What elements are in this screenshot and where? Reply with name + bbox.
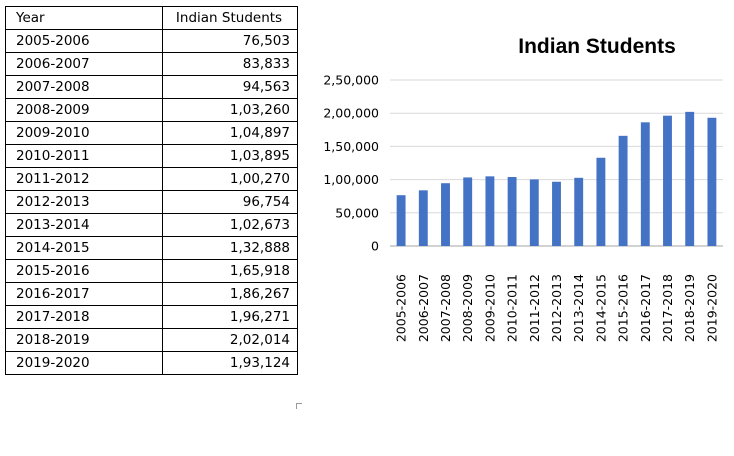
bar <box>707 117 717 247</box>
bar <box>685 111 695 246</box>
x-tick-label: 2019-2020 <box>704 274 719 342</box>
bar <box>418 190 428 246</box>
data-table-body: Year Indian Students 2005-2006 76,503 2006-2… <box>5 6 298 375</box>
y-tick-label: 1,00,000 <box>323 172 379 187</box>
cell-year: 2012-2013 <box>5 190 163 214</box>
x-tick-label: 2008-2009 <box>460 274 475 342</box>
table-row: 2011-2012 1,00,270 <box>5 167 298 191</box>
cell-indian-students: 1,00,270 <box>162 167 298 191</box>
cell-indian-students: 94,563 <box>162 75 298 99</box>
y-tick-label: 1,50,000 <box>323 139 379 154</box>
x-tick-label: 2007-2008 <box>438 274 453 342</box>
cell-year: 2013-2014 <box>5 213 163 237</box>
bar <box>463 177 473 246</box>
x-tick-label: 2010-2011 <box>505 274 520 342</box>
y-tick-labels: 0 50,000 1,00,000 1,50,000 2,00,000 2,50,000 <box>323 73 379 254</box>
cell-indian-students: 2,02,014 <box>162 328 298 352</box>
table-row: 2005-2006 76,503 <box>5 29 298 53</box>
cell-year: 2008-2009 <box>5 98 163 122</box>
table-row: 2015-2016 1,65,918 <box>5 259 298 283</box>
table-selection-corner <box>296 403 302 409</box>
table-header-row: Year Indian Students <box>5 6 298 30</box>
cell-year: 2014-2015 <box>5 236 163 260</box>
y-tick-label: 50,000 <box>335 205 379 220</box>
x-tick-label: 2014-2015 <box>593 274 608 342</box>
table-row: 2006-2007 83,833 <box>5 52 298 76</box>
bar-chart: Indian Students 0 50,000 1,00,000 1,50,000 2… <box>323 35 723 342</box>
cell-indian-students: 76,503 <box>162 29 298 53</box>
data-table: Year Indian Students 2005-2006 76,503 2006-2… <box>5 6 298 375</box>
cell-indian-students: 1,32,888 <box>162 236 298 260</box>
x-tick-label: 2015-2016 <box>616 274 631 342</box>
cell-year: 2019-2020 <box>5 351 163 375</box>
bar <box>618 135 628 246</box>
cell-indian-students: 1,04,897 <box>162 121 298 145</box>
bar <box>640 122 650 246</box>
cell-indian-students: 1,03,895 <box>162 144 298 168</box>
bars <box>396 111 717 247</box>
table-row: 2016-2017 1,86,267 <box>5 282 298 306</box>
bar <box>396 195 406 246</box>
header-indian-students: Indian Students <box>162 6 298 30</box>
table-row: 2018-2019 2,02,014 <box>5 328 298 352</box>
x-tick-label: 2011-2012 <box>527 274 542 342</box>
table-row: 2007-2008 94,563 <box>5 75 298 99</box>
cell-year: 2017-2018 <box>5 305 163 329</box>
cell-indian-students: 1,02,673 <box>162 213 298 237</box>
cell-year: 2009-2010 <box>5 121 163 145</box>
bar <box>441 183 450 246</box>
y-tick-label: 2,50,000 <box>323 73 379 88</box>
bar <box>485 176 495 246</box>
x-tick-label: 2017-2018 <box>660 274 675 342</box>
table-row: 2012-2013 96,754 <box>5 190 298 214</box>
x-tick-label: 2012-2013 <box>549 274 564 342</box>
chart-title: Indian Students <box>518 35 676 58</box>
x-tick-label: 2005-2006 <box>394 274 409 342</box>
cell-year: 2007-2008 <box>5 75 163 99</box>
x-tick-label: 2009-2010 <box>482 274 497 342</box>
bar <box>596 157 606 246</box>
cell-year: 2018-2019 <box>5 328 163 352</box>
table-row: 2019-2020 1,93,124 <box>5 351 298 375</box>
cell-indian-students: 1,86,267 <box>162 282 298 306</box>
x-tick-label: 2006-2007 <box>416 274 431 342</box>
y-tick-label: 2,00,000 <box>323 106 379 121</box>
cell-year: 2015-2016 <box>5 259 163 283</box>
table-row: 2013-2014 1,02,673 <box>5 213 298 237</box>
cell-indian-students: 1,65,918 <box>162 259 298 283</box>
cell-indian-students: 83,833 <box>162 52 298 76</box>
x-tick-label: 2018-2019 <box>682 274 697 342</box>
cell-indian-students: 1,96,271 <box>162 305 298 329</box>
table-row: 2008-2009 1,03,260 <box>5 98 298 122</box>
cell-year: 2005-2006 <box>5 29 163 53</box>
bar <box>663 115 672 246</box>
bar <box>507 177 517 246</box>
cell-year: 2010-2011 <box>5 144 163 168</box>
cell-year: 2011-2012 <box>5 167 163 191</box>
cell-year: 2006-2007 <box>5 52 163 76</box>
table-row: 2009-2010 1,04,897 <box>5 121 298 145</box>
y-tick-label: 0 <box>371 239 379 254</box>
cell-indian-students: 1,93,124 <box>162 351 298 375</box>
bar <box>552 181 561 246</box>
x-tick-labels: 2005-2006 2006-2007 2007-2008 2008-2009 2009… <box>394 274 720 342</box>
x-tick-label: 2016-2017 <box>638 274 653 342</box>
table-row: 2017-2018 1,96,271 <box>5 305 298 329</box>
table-row: 2010-2011 1,03,895 <box>5 144 298 168</box>
cell-indian-students: 1,03,260 <box>162 98 298 122</box>
bar <box>574 177 584 246</box>
cell-indian-students: 96,754 <box>162 190 298 214</box>
cell-year: 2016-2017 <box>5 282 163 306</box>
table-row: 2014-2015 1,32,888 <box>5 236 298 260</box>
bar <box>529 179 539 246</box>
header-year: Year <box>5 6 163 30</box>
x-tick-label: 2013-2014 <box>571 274 586 342</box>
